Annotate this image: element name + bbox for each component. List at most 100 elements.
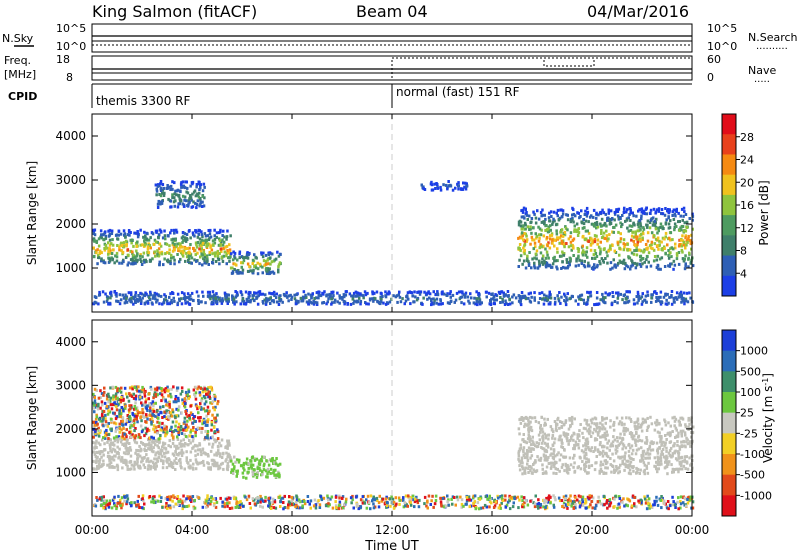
power-cell [418, 291, 422, 294]
power-cell [205, 260, 209, 264]
velocity-cell [621, 460, 624, 464]
power-cell [529, 242, 532, 246]
colorbar-tick-label: 12 [740, 222, 754, 235]
velocity-cell [192, 467, 195, 471]
velocity-cell [573, 453, 576, 457]
velocity-cell [634, 452, 638, 456]
power-cell [203, 258, 206, 262]
power-cell [574, 214, 577, 218]
power-cell [163, 298, 166, 302]
velocity-cell [680, 434, 684, 438]
velocity-cell [677, 470, 680, 474]
power-cell [581, 244, 584, 248]
velocity-cell [140, 460, 143, 464]
velocity-cell [193, 392, 196, 396]
velocity-cell [612, 428, 616, 432]
velocity-cell [133, 436, 137, 440]
velocity-cell [174, 468, 177, 471]
nave-label: Nave [748, 64, 776, 77]
velocity-cell [565, 465, 569, 469]
velocity-cell [198, 419, 201, 423]
power-cell [98, 249, 102, 253]
velocity-cell [518, 468, 522, 472]
velocity-cell [629, 472, 632, 476]
velocity-cell [147, 397, 150, 401]
power-cell [172, 255, 175, 259]
power-cell [187, 258, 190, 262]
power-cell [561, 250, 564, 254]
velocity-cell [564, 462, 567, 466]
power-cell [130, 296, 133, 300]
power-cell [523, 252, 526, 256]
freq-panel: 18 8 60 0 Freq. [MHz] Nave ..... [4, 53, 776, 85]
velocity-cell [166, 450, 170, 454]
power-cell [443, 292, 446, 296]
velocity-cell [229, 457, 233, 461]
power-cell [571, 213, 574, 217]
power-cell [268, 251, 271, 255]
velocity-cell [526, 462, 529, 466]
velocity-cell [106, 424, 110, 428]
velocity-cell [180, 466, 183, 470]
power-cell [659, 225, 662, 229]
velocity-cell [597, 425, 601, 429]
velocity-cell [104, 417, 107, 421]
power-cell [598, 211, 602, 215]
power-cell [632, 235, 636, 239]
velocity-cell [645, 436, 648, 439]
power-cell [102, 300, 106, 304]
power-cell [220, 250, 223, 253]
power-cell [173, 231, 176, 235]
colorbar-swatch [722, 275, 736, 297]
power-cell [185, 237, 189, 241]
velocity-cell [523, 470, 526, 474]
velocity-cell [198, 426, 201, 430]
power-cell [133, 256, 136, 260]
velocity-cell [641, 458, 645, 462]
velocity-cell [671, 452, 675, 456]
velocity-cell [665, 438, 668, 441]
power-cell [153, 293, 157, 297]
velocity-cell [95, 413, 98, 417]
power-cell [257, 290, 260, 294]
power-cell [270, 260, 274, 264]
power-cell [279, 298, 283, 302]
y-tick-label: 3000 [55, 173, 86, 187]
power-cell [685, 291, 689, 295]
power-cell [301, 298, 305, 302]
velocity-cell [603, 427, 607, 431]
velocity-cell [184, 435, 188, 438]
power-cell [659, 290, 663, 294]
power-cell [585, 301, 589, 305]
power-cell [681, 250, 684, 254]
velocity-cell [136, 409, 139, 413]
velocity-cell [598, 452, 601, 456]
power-cell [686, 240, 689, 244]
power-cell [664, 222, 668, 226]
velocity-cell [143, 394, 147, 398]
velocity-cell [133, 386, 136, 389]
power-cell [640, 214, 643, 218]
power-cell [584, 229, 588, 233]
velocity-cell [119, 415, 122, 419]
velocity-cell [112, 403, 115, 407]
velocity-cell [211, 435, 214, 439]
power-cell [132, 244, 135, 248]
velocity-cell [537, 421, 541, 425]
power-cell [604, 296, 607, 300]
power-cell [553, 302, 557, 306]
power-cell [159, 180, 163, 183]
power-cell [547, 302, 551, 306]
power-cell [463, 295, 467, 299]
velocity-cell [677, 456, 681, 460]
velocity-cell [136, 389, 139, 393]
velocity-cell [152, 464, 156, 468]
velocity-cell [116, 403, 120, 407]
power-cell [115, 292, 118, 295]
power-cell [675, 225, 678, 228]
power-cell [624, 261, 627, 265]
power-cell [582, 234, 585, 238]
velocity-cell [228, 455, 231, 459]
power-cell [666, 292, 669, 296]
power-cell [548, 294, 551, 298]
